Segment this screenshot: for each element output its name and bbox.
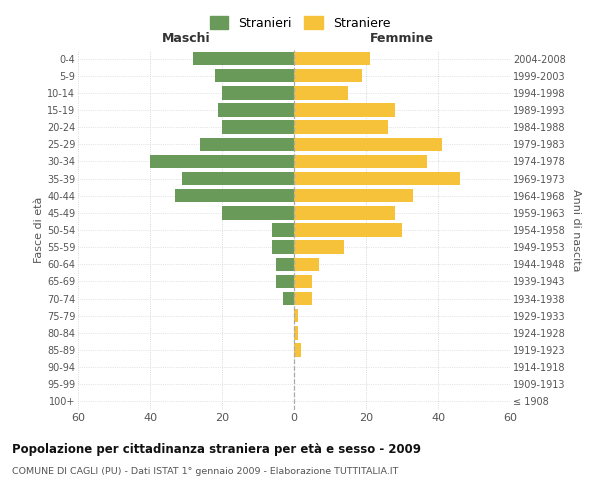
Bar xyxy=(175,189,294,202)
Bar xyxy=(215,69,294,82)
Text: COMUNE DI CAGLI (PU) - Dati ISTAT 1° gennaio 2009 - Elaborazione TUTTITALIA.IT: COMUNE DI CAGLI (PU) - Dati ISTAT 1° gen… xyxy=(12,468,398,476)
Y-axis label: Fasce di età: Fasce di età xyxy=(34,197,44,263)
Bar xyxy=(294,292,312,306)
Bar xyxy=(283,292,294,306)
Text: Maschi: Maschi xyxy=(161,32,211,45)
Bar xyxy=(294,344,301,356)
Bar xyxy=(294,309,298,322)
Bar xyxy=(272,224,294,236)
Bar xyxy=(294,206,395,220)
Y-axis label: Anni di nascita: Anni di nascita xyxy=(571,188,581,271)
Bar xyxy=(294,274,312,288)
Bar xyxy=(294,189,413,202)
Bar xyxy=(294,120,388,134)
Bar xyxy=(200,138,294,151)
Bar xyxy=(276,258,294,271)
Bar xyxy=(294,172,460,186)
Bar xyxy=(294,138,442,151)
Bar xyxy=(294,86,348,100)
Bar xyxy=(294,258,319,271)
Bar xyxy=(193,52,294,66)
Bar xyxy=(294,224,402,236)
Text: Popolazione per cittadinanza straniera per età e sesso - 2009: Popolazione per cittadinanza straniera p… xyxy=(12,442,421,456)
Bar xyxy=(182,172,294,186)
Bar xyxy=(150,154,294,168)
Bar xyxy=(272,240,294,254)
Text: Femmine: Femmine xyxy=(370,32,434,45)
Bar xyxy=(294,326,298,340)
Bar xyxy=(222,206,294,220)
Legend: Stranieri, Straniere: Stranieri, Straniere xyxy=(207,14,393,32)
Bar xyxy=(294,154,427,168)
Bar xyxy=(294,52,370,66)
Bar xyxy=(222,86,294,100)
Bar xyxy=(222,120,294,134)
Bar xyxy=(294,69,362,82)
Bar xyxy=(294,104,395,117)
Bar xyxy=(276,274,294,288)
Bar xyxy=(218,104,294,117)
Bar xyxy=(294,240,344,254)
